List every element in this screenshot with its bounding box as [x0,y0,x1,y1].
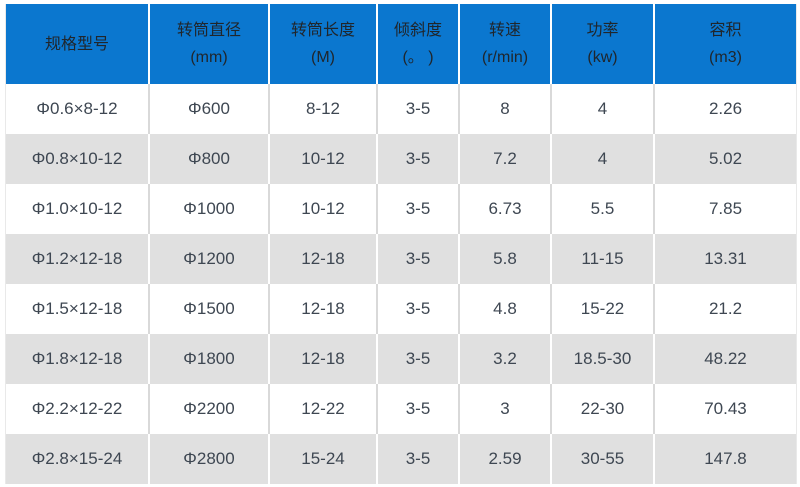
header-label: 倾斜度 [393,22,442,39]
table-cell: 70.43 [654,384,796,434]
table-cell: 13.31 [654,234,796,284]
table-row: Φ0.8×10-12 Φ800 10-12 3-5 7.2 4 5.02 [6,134,796,184]
table-row: Φ2.2×12-22 Φ2200 12-22 3-5 3 22-30 70.43 [6,384,796,434]
table-cell: Φ1000 [149,184,270,234]
table-cell: 11-15 [551,234,655,284]
spec-table-container: 规格型号 转筒直径 (mm) 转筒长度 (M) 倾斜度 (。 ) [5,4,797,484]
table-cell: 3 [459,384,552,434]
table-cell: Φ2.8×15-24 [6,434,150,484]
table-cell: 48.22 [654,334,796,384]
table-cell: 8-12 [269,84,378,134]
table-cell: 4 [551,134,655,184]
table-cell: Φ1800 [149,334,270,384]
header-label: 功率 [586,22,619,39]
header-label: 转筒长度 [290,22,355,39]
table-row: Φ1.2×12-18 Φ1200 12-18 3-5 5.8 11-15 13.… [6,234,796,284]
header-cell-volume: 容积 (m3) [654,4,796,84]
header-label: 转筒直径 [176,22,241,39]
table-cell: 8 [459,84,552,134]
table-cell: Φ1.8×12-18 [6,334,150,384]
table-cell: 5.5 [551,184,655,234]
table-cell: 3-5 [377,384,460,434]
table-cell: Φ2800 [149,434,270,484]
header-unit: (kw) [587,49,618,66]
table-cell: 12-22 [269,384,378,434]
header-cell-rotation-speed: 转速 (r/min) [459,4,552,84]
table-row: Φ2.8×15-24 Φ2800 15-24 3-5 2.59 30-55 14… [6,434,796,484]
table-cell: 2.59 [459,434,552,484]
header-cell-drum-length: 转筒长度 (M) [269,4,378,84]
table-cell: 147.8 [654,434,796,484]
table-cell: Φ0.6×8-12 [6,84,150,134]
header-unit: (M) [311,49,335,66]
spec-table: 规格型号 转筒直径 (mm) 转筒长度 (M) 倾斜度 (。 ) [6,4,796,484]
table-cell: Φ1.0×10-12 [6,184,150,234]
table-body: Φ0.6×8-12 Φ600 8-12 3-5 8 4 2.26 Φ0.8×10… [6,84,796,484]
table-cell: 18.5-30 [551,334,655,384]
table-cell: 15-24 [269,434,378,484]
table-cell: Φ1500 [149,284,270,334]
header-unit: (mm) [190,49,228,66]
table-cell: 4.8 [459,284,552,334]
table-cell: 3-5 [377,334,460,384]
header-label: 转速 [488,22,521,39]
table-cell: 3-5 [377,234,460,284]
header-label: 容积 [709,22,742,39]
table-cell: 5.02 [654,134,796,184]
table-cell: 15-22 [551,284,655,334]
table-row: Φ1.0×10-12 Φ1000 10-12 3-5 6.73 5.5 7.85 [6,184,796,234]
table-header: 规格型号 转筒直径 (mm) 转筒长度 (M) 倾斜度 (。 ) [6,4,796,84]
table-cell: Φ800 [149,134,270,184]
header-unit: (。 ) [402,49,434,66]
table-row: Φ0.6×8-12 Φ600 8-12 3-5 8 4 2.26 [6,84,796,134]
table-cell: 3-5 [377,284,460,334]
table-cell: 10-12 [269,184,378,234]
table-row: Φ1.5×12-18 Φ1500 12-18 3-5 4.8 15-22 21.… [6,284,796,334]
table-cell: Φ0.8×10-12 [6,134,150,184]
table-cell: 21.2 [654,284,796,334]
table-cell: 3-5 [377,184,460,234]
table-cell: 4 [551,84,655,134]
table-cell: 5.8 [459,234,552,284]
table-cell: Φ1.5×12-18 [6,284,150,334]
table-cell: 12-18 [269,284,378,334]
table-cell: 6.73 [459,184,552,234]
table-cell: 22-30 [551,384,655,434]
header-cell-inclination: 倾斜度 (。 ) [377,4,460,84]
header-unit: (m3) [709,49,742,66]
header-cell-drum-diameter: 转筒直径 (mm) [149,4,270,84]
table-cell: 10-12 [269,134,378,184]
table-cell: Φ600 [149,84,270,134]
table-cell: Φ2.2×12-22 [6,384,150,434]
table-cell: 12-18 [269,334,378,384]
table-cell: 12-18 [269,234,378,284]
header-label: 规格型号 [44,35,109,53]
table-cell: Φ1.2×12-18 [6,234,150,284]
table-cell: Φ1200 [149,234,270,284]
table-cell: 3-5 [377,134,460,184]
table-row: Φ1.8×12-18 Φ1800 12-18 3-5 3.2 18.5-30 4… [6,334,796,384]
table-cell: 7.85 [654,184,796,234]
table-cell: Φ2200 [149,384,270,434]
table-cell: 7.2 [459,134,552,184]
header-cell-model: 规格型号 [6,4,150,84]
table-cell: 2.26 [654,84,796,134]
table-cell: 30-55 [551,434,655,484]
header-unit: (r/min) [481,49,529,66]
header-row: 规格型号 转筒直径 (mm) 转筒长度 (M) 倾斜度 (。 ) [6,4,796,84]
header-cell-power: 功率 (kw) [551,4,655,84]
table-cell: 3.2 [459,334,552,384]
table-cell: 3-5 [377,84,460,134]
table-cell: 3-5 [377,434,460,484]
